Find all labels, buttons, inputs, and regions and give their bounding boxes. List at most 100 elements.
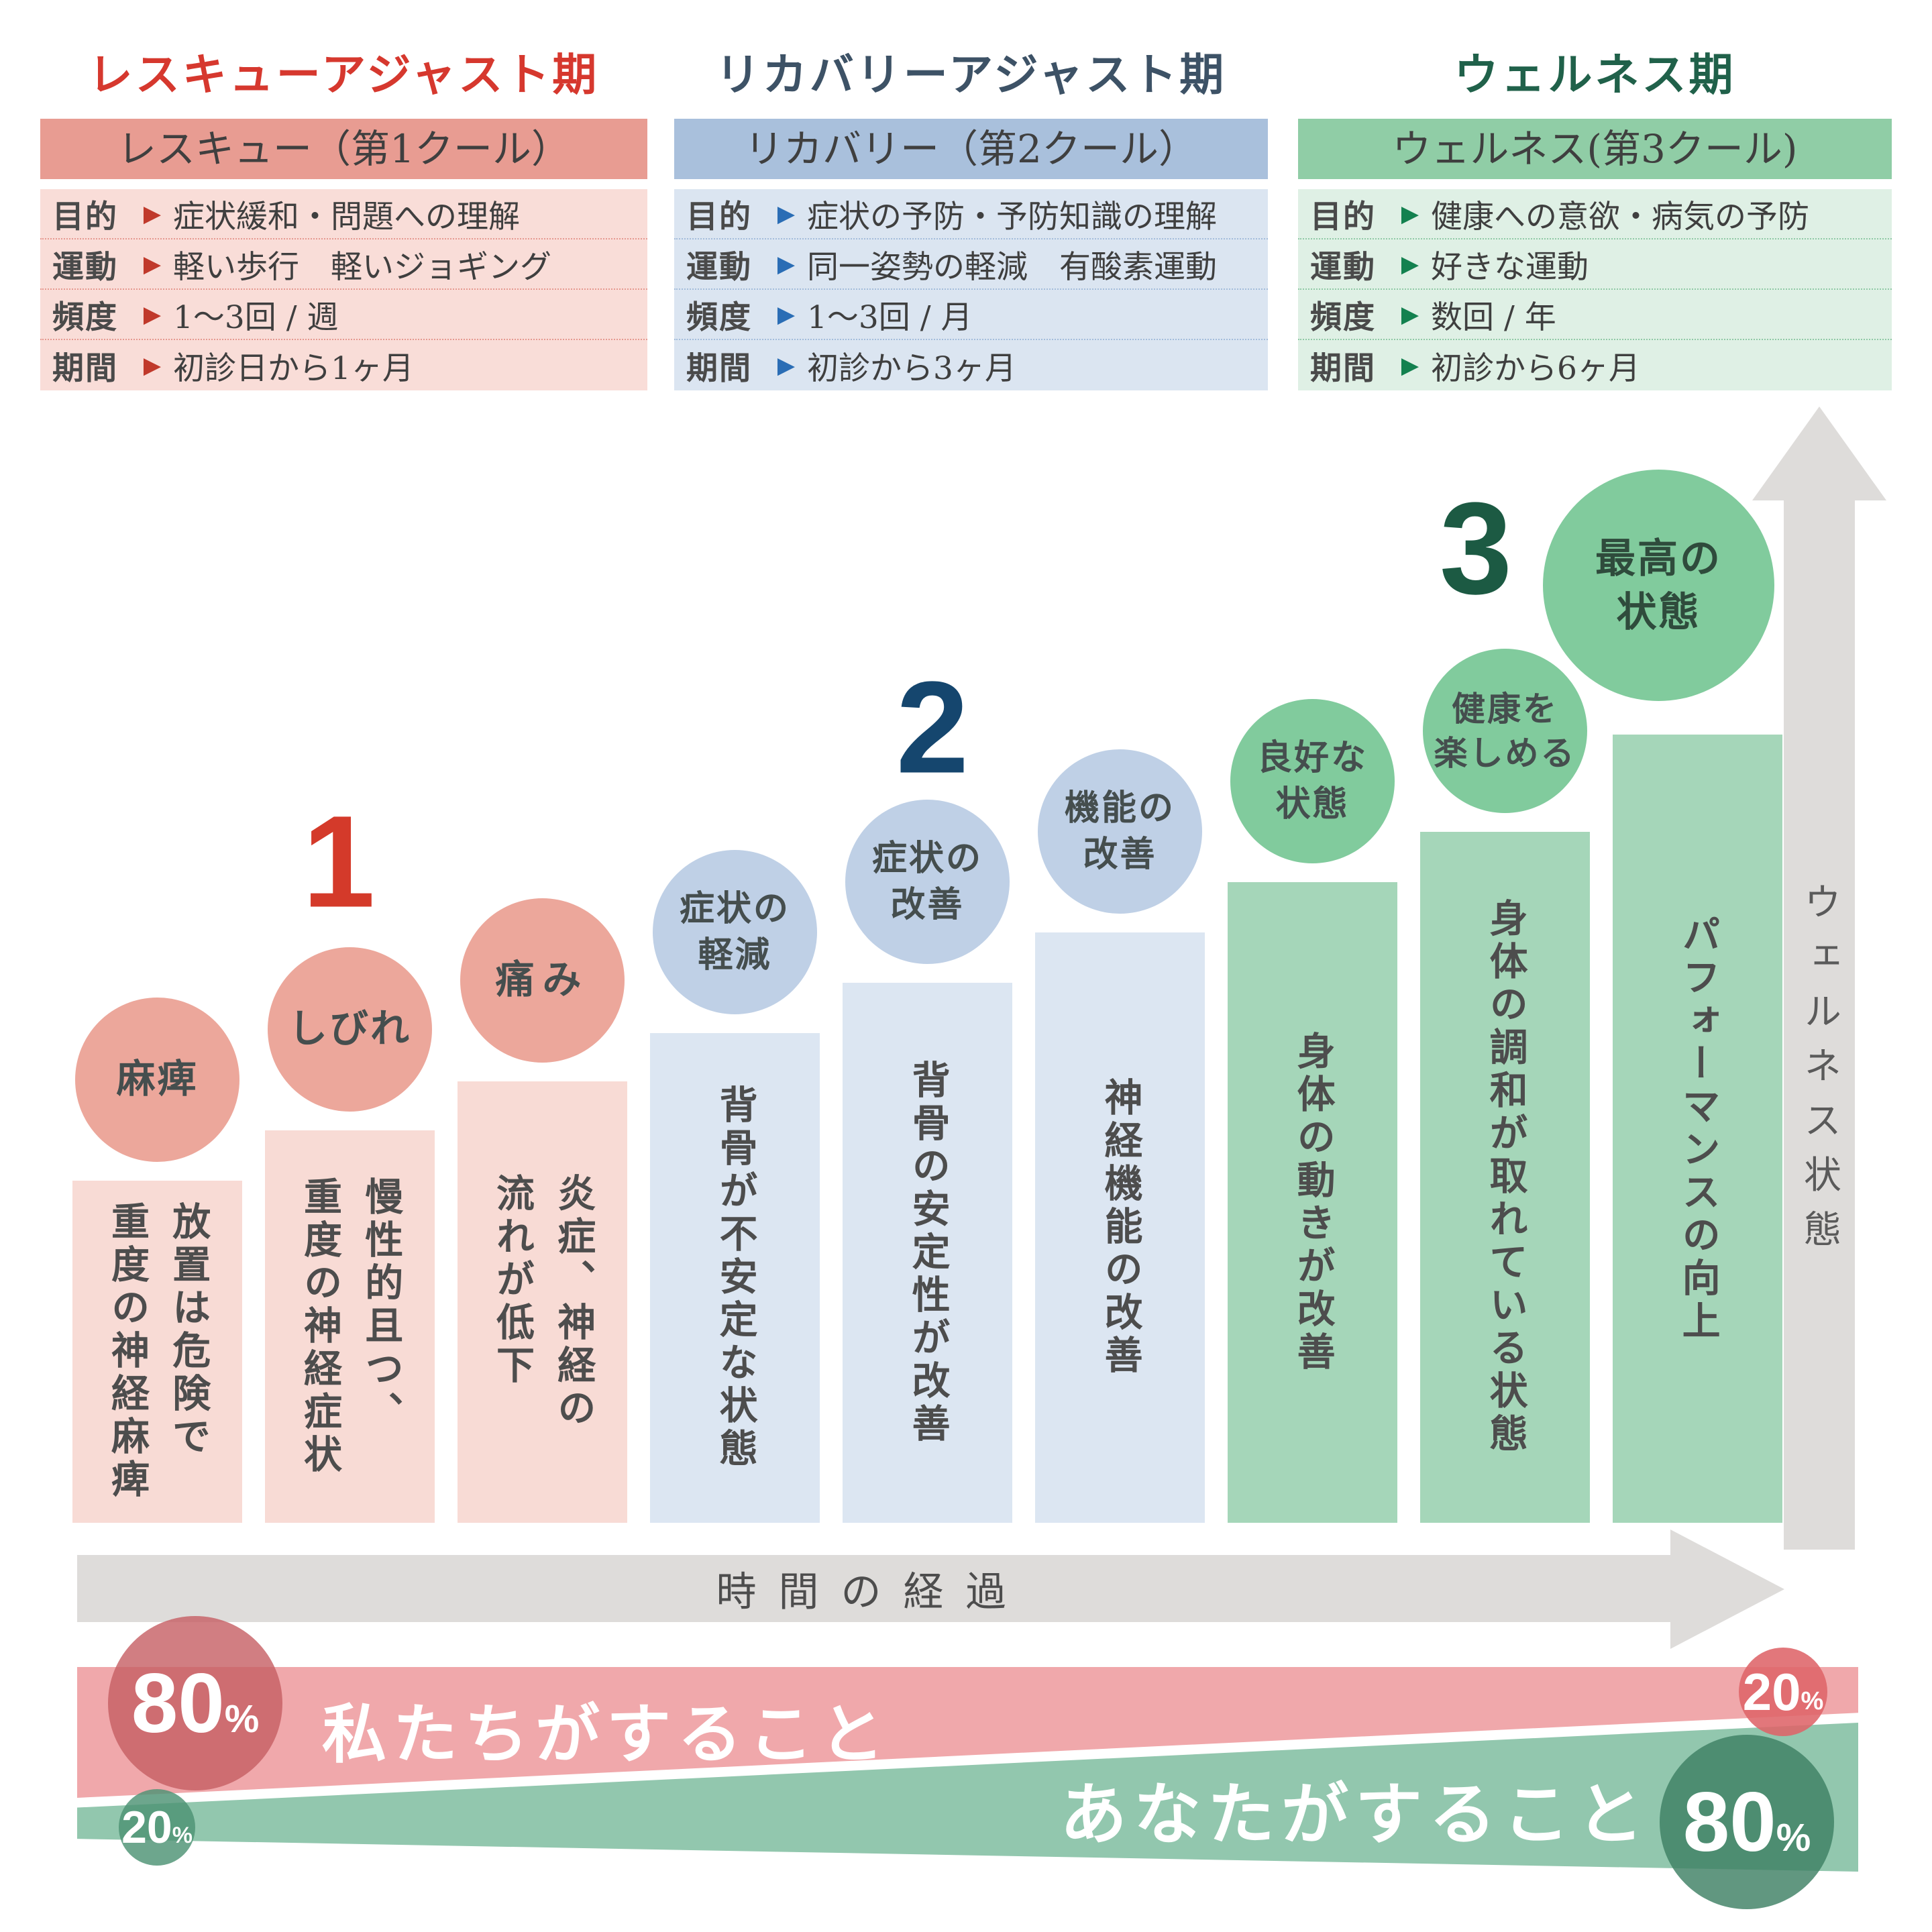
table-row: 運動 ▶ 同一姿勢の軽減 有酸素運動 xyxy=(674,239,1268,290)
triangle-marker-icon: ▶ xyxy=(777,352,796,378)
row-label: 目的 xyxy=(52,199,118,234)
wellness-axis-label: ウェルネス状態 xyxy=(1797,882,1841,1265)
triangle-marker-icon: ▶ xyxy=(1401,251,1419,277)
triangle-marker-icon: ▶ xyxy=(777,301,796,327)
row-label: 頻度 xyxy=(52,299,118,335)
row-label: 頻度 xyxy=(686,299,752,335)
step-bar-6: 神経機能の改善 xyxy=(1035,932,1205,1523)
table-row: 頻度 ▶ 1〜3回 / 週 xyxy=(40,290,647,340)
step-bar-4: 背骨が不安定な状態 xyxy=(650,1033,820,1523)
we-do-20-percent-badge: 20% xyxy=(1739,1648,1827,1736)
phase-rescue: レスキューアジャスト期 レスキュー（第1クール） 目的 ▶ 症状緩和・問題への理… xyxy=(40,37,647,390)
row-label: 頻度 xyxy=(1310,299,1376,335)
table-row: 目的 ▶ 症状の予防・予防知識の理解 xyxy=(674,189,1268,239)
table-row: 期間 ▶ 初診から3ヶ月 xyxy=(674,340,1268,390)
table-row: 目的 ▶ 症状緩和・問題への理解 xyxy=(40,189,647,239)
we-do-label: 私たちがすること xyxy=(322,1699,891,1771)
phase-recovery-table: 目的 ▶ 症状の予防・予防知識の理解 運動 ▶ 同一姿勢の軽減 有酸素運動 頻度… xyxy=(674,189,1268,390)
triangle-marker-icon: ▶ xyxy=(143,201,162,227)
percent-value: 80 xyxy=(131,1656,225,1750)
row-value: 数回 / 年 xyxy=(1431,299,1556,336)
stage-number-1: 1 xyxy=(302,788,376,935)
step-bar-6-text: 神経機能の改善 xyxy=(1099,1077,1142,1378)
phase-rescue-header: レスキュー（第1クール） xyxy=(40,119,647,179)
percent-value: 80 xyxy=(1682,1775,1776,1869)
step-bar-1-text: 放置は危険で 重度の神経麻痺 xyxy=(105,1201,210,1502)
row-label: 運動 xyxy=(52,249,118,284)
right-arrow-icon xyxy=(1670,1529,1784,1649)
row-value: 症状緩和・問題への理解 xyxy=(173,199,520,235)
step-badge-3: 痛み xyxy=(460,898,625,1063)
table-row: 運動 ▶ 好きな運動 xyxy=(1298,239,1892,290)
phase-wellness-title: ウェルネス期 xyxy=(1454,50,1736,99)
up-arrow-icon xyxy=(1752,407,1886,500)
row-label: 期間 xyxy=(52,350,118,386)
step-bar-2: 慢性的且つ、 重度の神経症状 xyxy=(265,1130,435,1523)
percent-value: 20 xyxy=(1742,1662,1801,1721)
row-label: 期間 xyxy=(1310,350,1376,386)
phase-recovery-header: リカバリー（第2クール） xyxy=(674,119,1268,179)
step-bar-8-text: 身体の調和が取れている状態 xyxy=(1484,898,1527,1456)
row-value: 初診から3ヶ月 xyxy=(807,350,1016,387)
row-value: 初診から6ヶ月 xyxy=(1431,350,1640,387)
phase-rescue-title: レスキューアジャスト期 xyxy=(88,50,600,99)
step-badge-9: 最高の 状態 xyxy=(1543,470,1774,701)
row-value: 好きな運動 xyxy=(1431,249,1589,286)
you-do-label: あなたがすること xyxy=(1060,1777,1650,1853)
step-bar-9-text: パフォーマンスの向上 xyxy=(1676,914,1720,1344)
row-label: 目的 xyxy=(1310,199,1376,234)
row-label: 運動 xyxy=(686,249,752,284)
row-value: 健康への意欲・病気の予防 xyxy=(1431,199,1809,235)
step-badge-2: しびれ xyxy=(268,947,432,1112)
table-row: 運動 ▶ 軽い歩行 軽いジョギング xyxy=(40,239,647,290)
row-value: 同一姿勢の軽減 有酸素運動 xyxy=(807,249,1217,286)
stage-number-3: 3 xyxy=(1439,475,1513,622)
step-bar-1: 放置は危険で 重度の神経麻痺 xyxy=(72,1181,242,1523)
percent-sign: % xyxy=(224,1697,260,1741)
triangle-marker-icon: ▶ xyxy=(777,201,796,227)
triangle-marker-icon: ▶ xyxy=(143,301,162,327)
wellness-axis-shaft xyxy=(1784,496,1855,1550)
time-axis-shaft xyxy=(77,1555,1670,1622)
row-label: 期間 xyxy=(686,350,752,386)
triangle-marker-icon: ▶ xyxy=(143,251,162,277)
triangle-marker-icon: ▶ xyxy=(1401,201,1419,227)
triangle-marker-icon: ▶ xyxy=(777,251,796,277)
triangle-marker-icon: ▶ xyxy=(143,352,162,378)
percent-sign: % xyxy=(1801,1687,1824,1715)
row-label: 目的 xyxy=(686,199,752,234)
row-value: 1〜3回 / 週 xyxy=(173,299,339,336)
phase-wellness-table: 目的 ▶ 健康への意欲・病気の予防 運動 ▶ 好きな運動 頻度 ▶ 数回 / 年… xyxy=(1298,189,1892,390)
row-value: 1〜3回 / 月 xyxy=(807,299,973,336)
phase-recovery-title: リカバリーアジャスト期 xyxy=(715,50,1227,99)
table-row: 頻度 ▶ 1〜3回 / 月 xyxy=(674,290,1268,340)
table-row: 期間 ▶ 初診日から1ヶ月 xyxy=(40,340,647,390)
triangle-marker-icon: ▶ xyxy=(1401,352,1419,378)
step-bar-2-text: 慢性的且つ、 重度の神経症状 xyxy=(298,1176,402,1477)
phase-wellness-header: ウェルネス(第3クール) xyxy=(1298,119,1892,179)
table-row: 期間 ▶ 初診から6ヶ月 xyxy=(1298,340,1892,390)
step-badge-8: 健康を 楽しめる xyxy=(1423,649,1587,813)
time-axis-label: 時間の経過 xyxy=(716,1568,1028,1616)
phase-recovery: リカバリーアジャスト期 リカバリー（第2クール） 目的 ▶ 症状の予防・予防知識… xyxy=(674,37,1268,390)
step-bar-9: パフォーマンスの向上 xyxy=(1613,735,1782,1523)
step-badge-5: 症状の 改善 xyxy=(845,800,1010,964)
step-badge-1: 麻痺 xyxy=(75,998,239,1162)
step-bar-3-text: 炎症、神経の 流れが低下 xyxy=(490,1173,595,1431)
percent-sign: % xyxy=(172,1823,193,1848)
step-bar-4-text: 背骨が不安定な状態 xyxy=(714,1085,757,1471)
percent-value: 20 xyxy=(121,1802,172,1853)
we-do-80-percent-badge: 80% xyxy=(108,1616,282,1790)
triangle-marker-icon: ▶ xyxy=(1401,301,1419,327)
step-bar-5: 背骨の安定性が改善 xyxy=(843,983,1012,1523)
stage-number-2: 2 xyxy=(896,654,969,801)
step-bar-3: 炎症、神経の 流れが低下 xyxy=(458,1081,627,1523)
you-do-80-percent-badge: 80% xyxy=(1660,1735,1834,1909)
table-row: 目的 ▶ 健康への意欲・病気の予防 xyxy=(1298,189,1892,239)
table-row: 頻度 ▶ 数回 / 年 xyxy=(1298,290,1892,340)
step-badge-4: 症状の 軽減 xyxy=(653,850,817,1014)
row-value: 軽い歩行 軽いジョギング xyxy=(173,249,551,286)
percent-sign: % xyxy=(1776,1816,1811,1860)
row-value: 症状の予防・予防知識の理解 xyxy=(807,199,1217,235)
